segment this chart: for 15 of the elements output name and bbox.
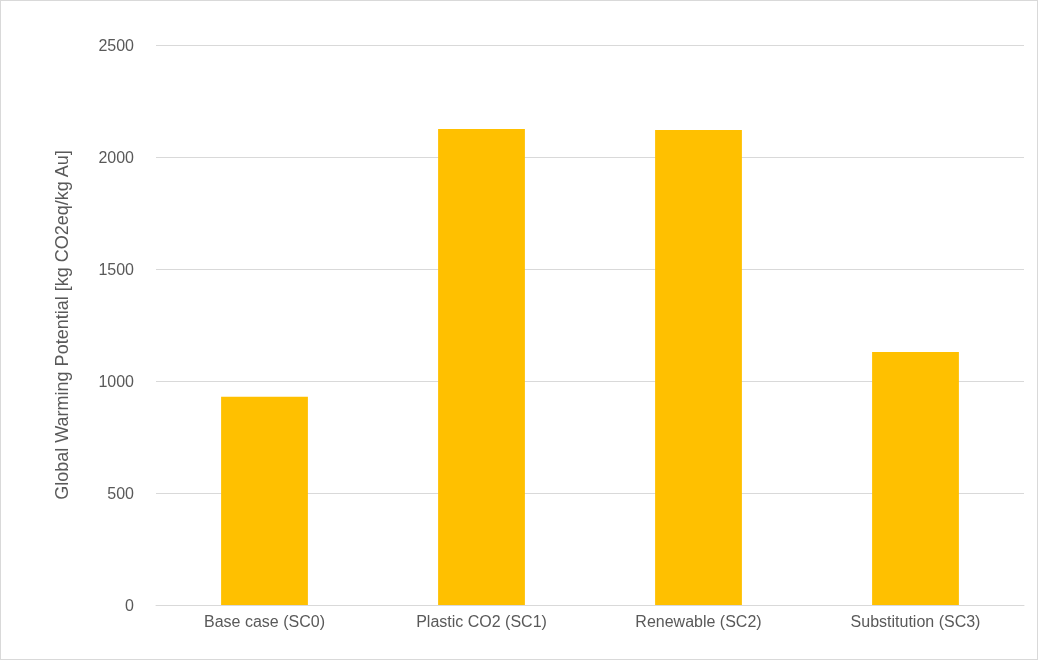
x-tick-label: Base case (SC0)	[204, 612, 325, 630]
x-tick-label: Renewable (SC2)	[635, 612, 762, 630]
x-tick-label: Plastic CO2 (SC1)	[416, 612, 547, 630]
bar	[221, 396, 308, 605]
y-tick-label: 0	[125, 596, 135, 614]
x-tick-label: Substitution (SC3)	[850, 612, 981, 630]
bar	[655, 130, 742, 605]
y-axis-title: Global Warming Potential [kg CO2eq/kg Au]	[52, 150, 72, 500]
y-tick-label: 500	[107, 484, 135, 502]
y-tick-label: 2000	[98, 148, 135, 166]
y-tick-label: 1500	[98, 260, 135, 278]
y-tick-label: 2500	[98, 36, 135, 54]
y-tick-label: 1000	[98, 372, 135, 390]
bar	[872, 351, 959, 605]
bar	[438, 129, 525, 605]
